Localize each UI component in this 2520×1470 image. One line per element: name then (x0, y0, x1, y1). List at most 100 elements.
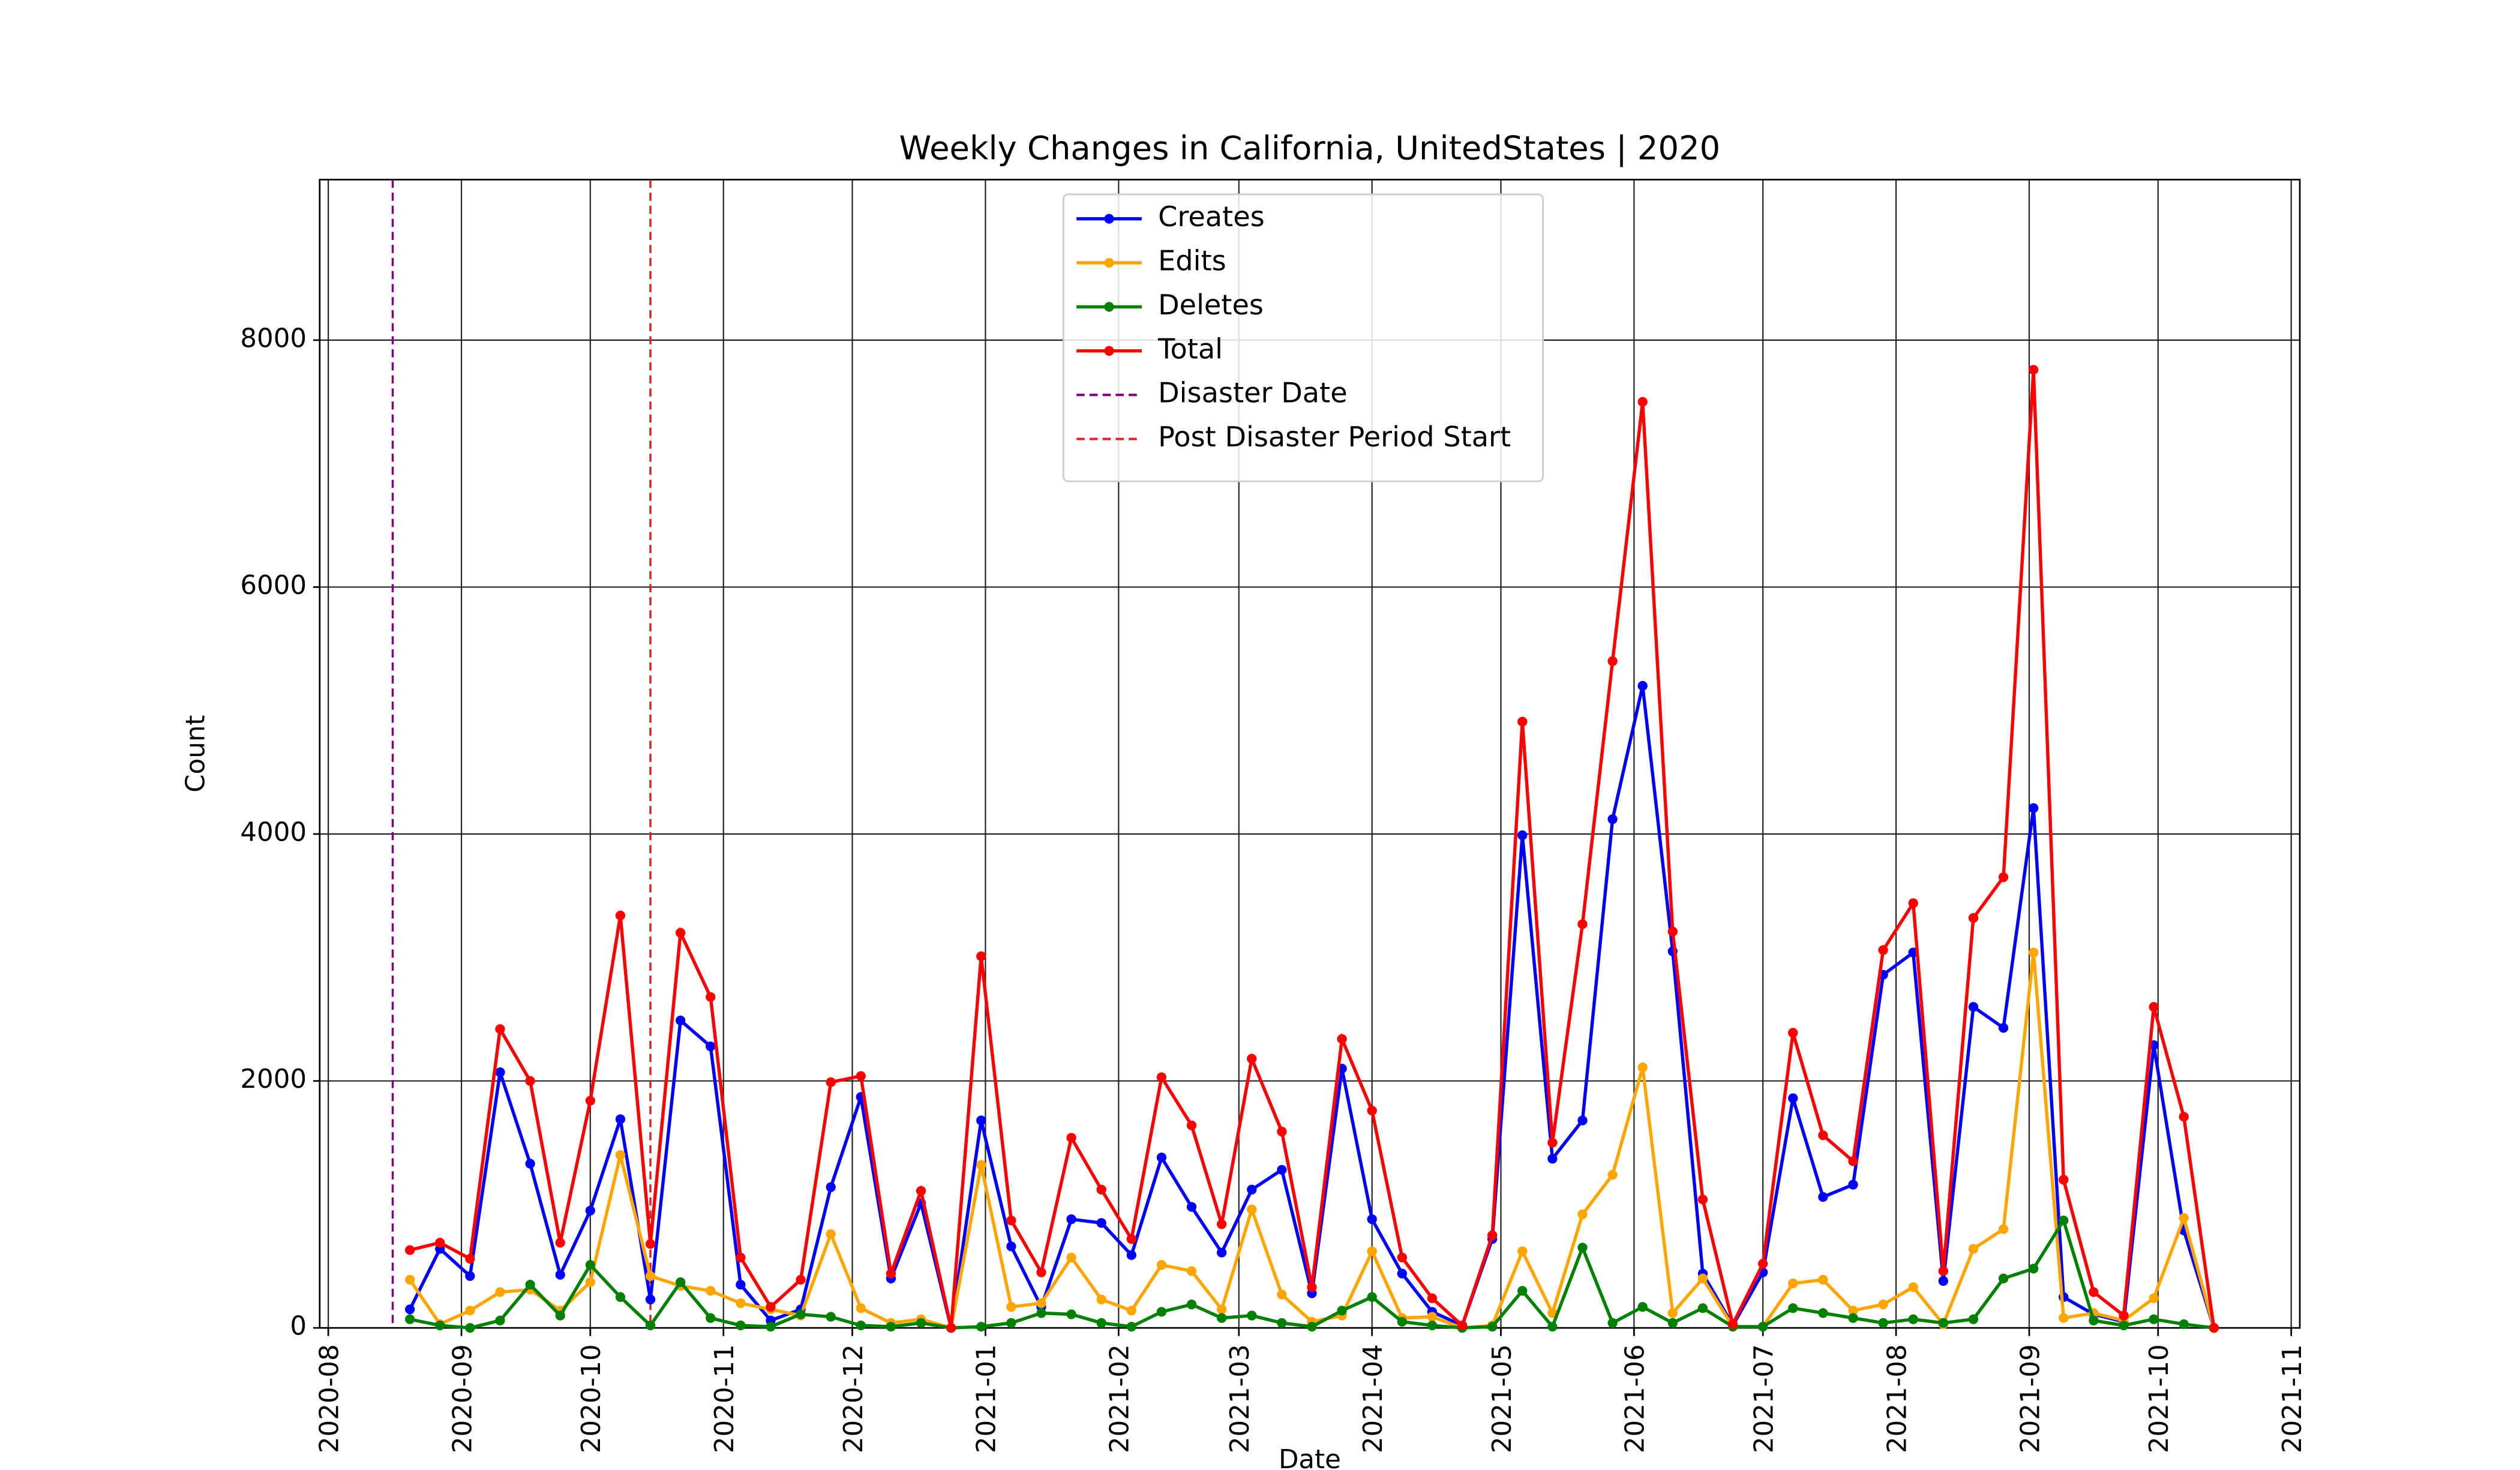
x-tick-label: 2020-10 (577, 1344, 607, 1453)
x-tick-label: 2020-08 (314, 1344, 344, 1453)
data-point (1487, 1321, 1498, 1332)
data-point (1848, 1180, 1858, 1190)
data-point (1697, 1194, 1708, 1205)
data-point (2029, 947, 2039, 958)
y-tick-label: 0 (290, 1312, 307, 1342)
data-point (1307, 1282, 1317, 1292)
data-point (2119, 1320, 2129, 1331)
data-point (585, 1205, 595, 1216)
data-point (2029, 365, 2039, 375)
legend-label: Post Disaster Period Start (1158, 421, 1511, 453)
data-point (404, 1274, 415, 1285)
data-point (404, 1304, 415, 1315)
data-point (1968, 1314, 1979, 1324)
data-point (1577, 1243, 1588, 1253)
data-point (435, 1238, 445, 1248)
data-point (615, 1150, 626, 1160)
data-point (1968, 913, 1979, 923)
data-point (1758, 1258, 1768, 1269)
x-tick-label: 2021-09 (2015, 1344, 2045, 1453)
data-point (585, 1260, 595, 1270)
data-point (1307, 1321, 1317, 1332)
data-point (1397, 1268, 1407, 1279)
data-point (495, 1315, 505, 1325)
data-point (1277, 1289, 1287, 1300)
data-point (1607, 656, 1618, 667)
data-point (1818, 1130, 1828, 1141)
data-point (1517, 1286, 1528, 1296)
data-point (465, 1271, 475, 1281)
data-point (495, 1287, 505, 1297)
data-point (706, 1041, 716, 1052)
data-point (976, 1115, 986, 1126)
x-tick-label: 2021-01 (972, 1344, 1002, 1453)
data-point (1096, 1318, 1106, 1328)
data-point (1788, 1278, 1798, 1289)
data-point (2059, 1215, 2069, 1226)
y-tick-label: 8000 (240, 323, 307, 353)
data-point (1938, 1266, 1948, 1276)
data-point (1277, 1165, 1287, 1175)
data-point (615, 910, 626, 920)
data-point (1036, 1267, 1046, 1277)
data-point (976, 1321, 986, 1332)
data-point (465, 1253, 475, 1264)
data-point (675, 1015, 686, 1025)
data-point (404, 1314, 415, 1324)
data-point (2179, 1112, 2189, 1122)
data-point (1217, 1219, 1227, 1229)
data-point (886, 1321, 896, 1332)
data-point (1637, 1302, 1648, 1312)
data-point (1637, 397, 1648, 407)
data-point (495, 1024, 505, 1034)
data-point (1607, 1318, 1618, 1328)
data-point (585, 1277, 595, 1288)
data-point (1247, 1204, 1257, 1214)
data-point (585, 1096, 595, 1106)
data-point (1066, 1214, 1076, 1225)
data-point (736, 1298, 746, 1309)
legend-label: Creates (1158, 200, 1265, 233)
data-point (2089, 1287, 2099, 1297)
data-point (1878, 1318, 1888, 1328)
data-point (1667, 926, 1678, 937)
data-point (1156, 1072, 1167, 1082)
legend-marker (1104, 214, 1114, 224)
y-tick-label: 2000 (240, 1064, 307, 1094)
legend-box (1063, 193, 1544, 482)
data-point (435, 1320, 445, 1331)
x-tick-label: 2021-02 (1105, 1344, 1135, 1453)
x-tick-label: 2020-09 (448, 1344, 478, 1453)
data-point (1878, 1299, 1888, 1310)
data-point (1096, 1294, 1106, 1304)
data-point (1277, 1318, 1287, 1328)
data-point (736, 1279, 746, 1290)
data-point (1156, 1260, 1167, 1270)
data-point (1006, 1302, 1016, 1312)
x-tick-label: 2021-07 (1749, 1344, 1779, 1453)
data-point (2179, 1213, 2189, 1223)
data-point (1998, 1224, 2009, 1234)
data-point (1337, 1306, 1347, 1316)
data-point (1878, 945, 1888, 955)
data-point (2029, 1264, 2039, 1274)
data-point (856, 1071, 866, 1081)
data-point (1788, 1028, 1798, 1038)
x-tick-label: 2021-08 (1882, 1344, 1912, 1453)
data-point (1517, 1246, 1528, 1256)
data-point (1126, 1234, 1136, 1244)
data-point (675, 1277, 686, 1288)
data-point (1036, 1298, 1046, 1309)
data-point (706, 1313, 716, 1323)
data-point (2149, 1293, 2159, 1303)
data-point (1126, 1250, 1136, 1260)
data-point (1156, 1153, 1167, 1163)
data-point (1758, 1321, 1768, 1332)
x-tick-label: 2020-11 (710, 1344, 740, 1453)
data-point (2059, 1175, 2069, 1185)
data-point (1277, 1126, 1287, 1137)
data-point (1126, 1306, 1136, 1316)
x-tick-label: 2020-12 (839, 1344, 869, 1453)
data-point (1006, 1318, 1016, 1328)
data-point (1547, 1308, 1558, 1318)
